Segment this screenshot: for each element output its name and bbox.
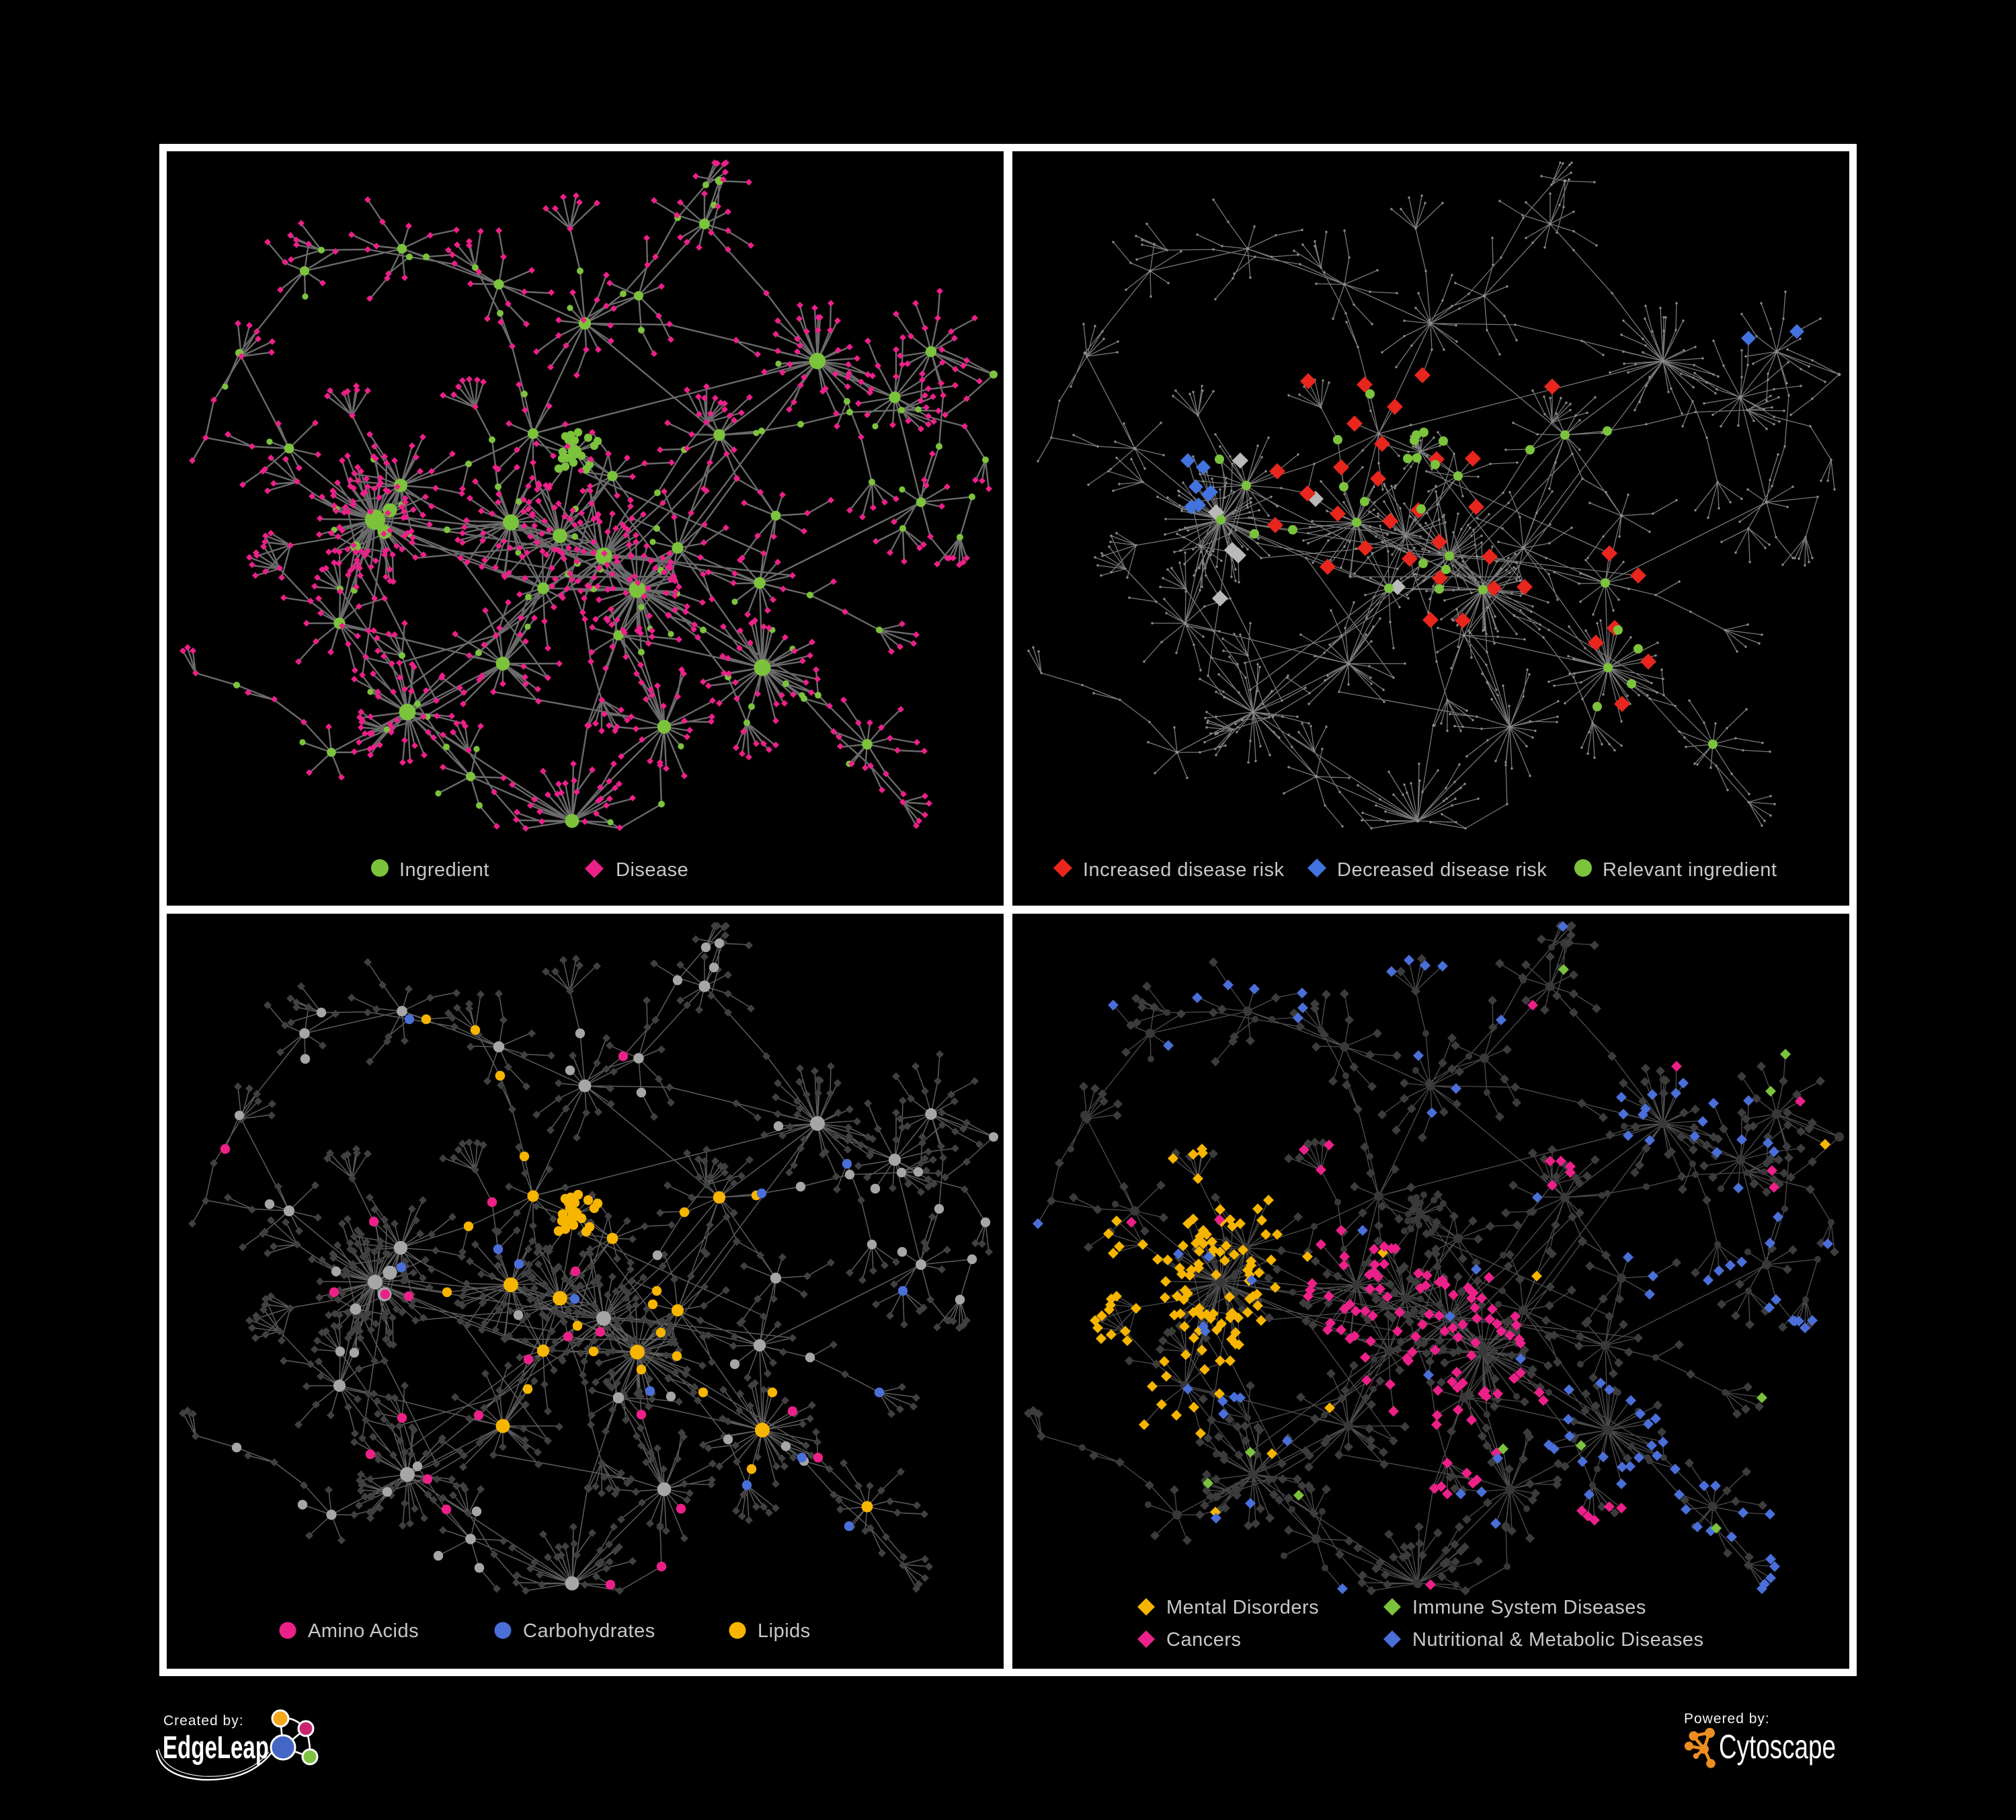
svg-text:Nutritional & Metabolic Diseas: Nutritional & Metabolic Diseases [1412, 1629, 1703, 1651]
svg-text:Carbohydrates: Carbohydrates [523, 1620, 655, 1642]
svg-text:Increased disease risk: Increased disease risk [1083, 859, 1285, 881]
svg-text:EdgeLeap: EdgeLeap [163, 1729, 269, 1765]
svg-text:Powered by:: Powered by: [1684, 1711, 1770, 1727]
svg-text:Relevant ingredient: Relevant ingredient [1603, 859, 1777, 881]
svg-text:Cytoscape: Cytoscape [1719, 1728, 1836, 1766]
svg-text:Created by:: Created by: [163, 1713, 244, 1729]
svg-text:Immune System Diseases: Immune System Diseases [1412, 1597, 1646, 1618]
svg-text:Disease: Disease [616, 859, 688, 881]
svg-text:Ingredient: Ingredient [399, 859, 489, 881]
svg-text:Lipids: Lipids [758, 1620, 811, 1642]
svg-text:Decreased disease risk: Decreased disease risk [1337, 859, 1547, 881]
svg-text:Mental Disorders: Mental Disorders [1166, 1597, 1319, 1618]
svg-text:Amino Acids: Amino Acids [308, 1620, 419, 1642]
svg-text:Cancers: Cancers [1166, 1629, 1242, 1651]
